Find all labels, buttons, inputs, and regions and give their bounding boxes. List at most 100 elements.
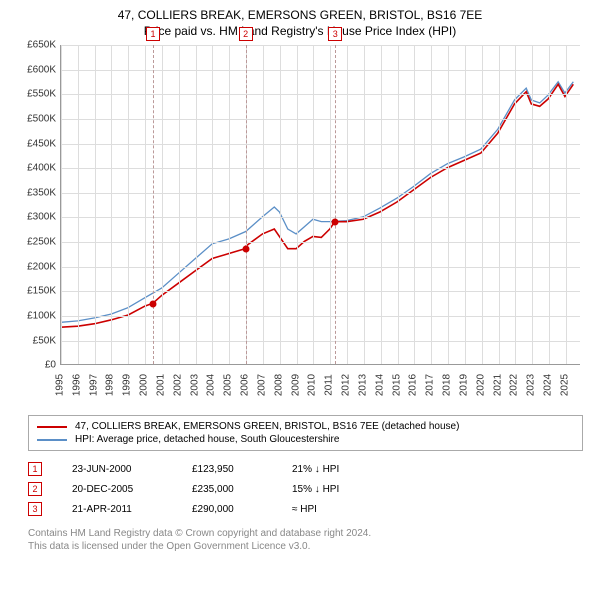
transaction-price: £290,000	[192, 504, 262, 515]
x-tick-label: 2011	[324, 374, 335, 396]
x-tick-label: 2022	[509, 374, 520, 396]
x-tick-label: 2012	[341, 374, 352, 396]
gridline-v	[499, 45, 500, 364]
gridline-v	[330, 45, 331, 364]
x-tick-label: 2004	[206, 374, 217, 396]
x-tick-label: 2016	[408, 374, 419, 396]
x-tick-label: 2005	[223, 374, 234, 396]
x-tick-label: 2023	[526, 374, 537, 396]
x-tick-label: 2006	[240, 374, 251, 396]
gridline-v	[297, 45, 298, 364]
x-tick-label: 2009	[290, 374, 301, 396]
transaction-price: £235,000	[192, 484, 262, 495]
gridline-h	[61, 217, 580, 218]
gridline-v	[515, 45, 516, 364]
gridline-v	[381, 45, 382, 364]
gridline-v	[95, 45, 96, 364]
gridline-v	[414, 45, 415, 364]
footer-attribution: Contains HM Land Registry data © Crown c…	[28, 527, 590, 553]
y-tick-label: £650K	[27, 40, 56, 51]
gridline-v	[280, 45, 281, 364]
gridline-v	[398, 45, 399, 364]
legend: 47, COLLIERS BREAK, EMERSONS GREEN, BRIS…	[28, 415, 583, 451]
gridline-v	[263, 45, 264, 364]
x-tick-label: 1997	[88, 374, 99, 396]
gridline-h	[61, 193, 580, 194]
y-tick-label: £550K	[27, 89, 56, 100]
gridline-h	[61, 144, 580, 145]
transaction-date: 20-DEC-2005	[72, 484, 162, 495]
x-tick-label: 2007	[256, 374, 267, 396]
gridline-v	[229, 45, 230, 364]
gridline-v	[364, 45, 365, 364]
gridline-v	[532, 45, 533, 364]
event-vline	[335, 45, 336, 364]
gridline-v	[465, 45, 466, 364]
y-tick-label: £100K	[27, 310, 56, 321]
x-tick-label: 2008	[273, 374, 284, 396]
gridline-h	[61, 45, 580, 46]
gridline-h	[61, 316, 580, 317]
gridline-v	[179, 45, 180, 364]
chart-area: £0£50K£100K£150K£200K£250K£300K£350K£400…	[18, 45, 588, 395]
transaction-diff: 21% ↓ HPI	[292, 464, 372, 475]
legend-row-property: 47, COLLIERS BREAK, EMERSONS GREEN, BRIS…	[37, 420, 574, 433]
event-point-1	[150, 301, 157, 308]
legend-label-hpi: HPI: Average price, detached house, Sout…	[75, 434, 339, 445]
footer-line2: This data is licensed under the Open Gov…	[28, 540, 590, 553]
transaction-price: £123,950	[192, 464, 262, 475]
gridline-v	[313, 45, 314, 364]
y-tick-label: £600K	[27, 64, 56, 75]
gridline-h	[61, 242, 580, 243]
event-vline	[246, 45, 247, 364]
x-tick-label: 2002	[172, 374, 183, 396]
gridline-v	[549, 45, 550, 364]
transaction-row: 2 20-DEC-2005 £235,000 15% ↓ HPI	[28, 479, 590, 499]
event-vline	[153, 45, 154, 364]
legend-swatch-property	[37, 426, 67, 428]
gridline-h	[61, 168, 580, 169]
transaction-marker: 2	[28, 482, 42, 496]
y-tick-label: £450K	[27, 138, 56, 149]
transaction-diff: 15% ↓ HPI	[292, 484, 372, 495]
x-tick-label: 2018	[442, 374, 453, 396]
event-point-2	[242, 246, 249, 253]
x-tick-label: 2001	[155, 374, 166, 396]
y-tick-label: £50K	[33, 335, 56, 346]
x-tick-label: 2015	[391, 374, 402, 396]
y-tick-label: £200K	[27, 261, 56, 272]
chart-title: 47, COLLIERS BREAK, EMERSONS GREEN, BRIS…	[10, 8, 590, 39]
gridline-h	[61, 70, 580, 71]
x-tick-label: 1995	[55, 374, 66, 396]
footer-line1: Contains HM Land Registry data © Crown c…	[28, 527, 590, 540]
transaction-table: 123-JUN-2000£123,95021% ↓ HPI220-DEC-200…	[28, 459, 590, 519]
legend-label-property: 47, COLLIERS BREAK, EMERSONS GREEN, BRIS…	[75, 421, 459, 432]
legend-row-hpi: HPI: Average price, detached house, Sout…	[37, 433, 574, 446]
transaction-row: 123-JUN-2000£123,95021% ↓ HPI	[28, 459, 590, 479]
transaction-date: 21-APR-2011	[72, 504, 162, 515]
gridline-v	[145, 45, 146, 364]
x-tick-label: 2014	[374, 374, 385, 396]
gridline-h	[61, 341, 580, 342]
event-marker-box-3: 3	[328, 27, 342, 41]
transaction-date: 23-JUN-2000	[72, 464, 162, 475]
x-tick-label: 2010	[307, 374, 318, 396]
x-tick-label: 2003	[189, 374, 200, 396]
y-tick-label: £350K	[27, 187, 56, 198]
gridline-v	[78, 45, 79, 364]
gridline-v	[482, 45, 483, 364]
gridline-h	[61, 94, 580, 95]
gridline-v	[128, 45, 129, 364]
x-tick-label: 1999	[122, 374, 133, 396]
y-tick-label: £500K	[27, 114, 56, 125]
gridline-v	[162, 45, 163, 364]
x-tick-label: 2021	[492, 374, 503, 396]
gridline-v	[111, 45, 112, 364]
gridline-v	[431, 45, 432, 364]
x-tick-label: 2019	[458, 374, 469, 396]
event-marker-box-1: 1	[146, 27, 160, 41]
gridline-v	[566, 45, 567, 364]
gridline-v	[196, 45, 197, 364]
x-tick-label: 2013	[357, 374, 368, 396]
x-tick-label: 2020	[475, 374, 486, 396]
